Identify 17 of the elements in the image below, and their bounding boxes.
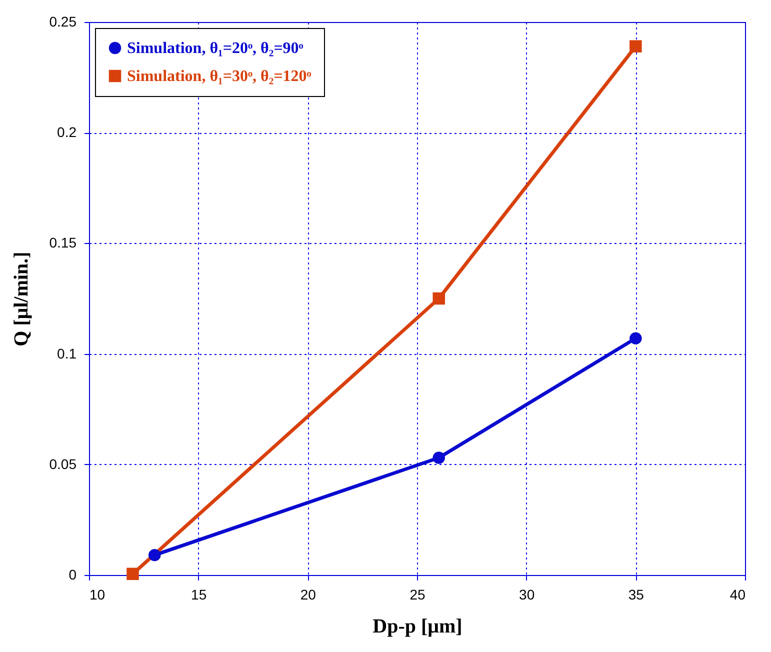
y-tick-label: 0.15 (49, 234, 77, 251)
y-tick-label: 0 (68, 566, 77, 582)
x-tick-label: 10 (90, 586, 106, 602)
y-tick-label: 0.25 (49, 14, 77, 30)
x-axis-title: Dp-p [μm] (372, 616, 462, 638)
y-tick-label: 0.1 (57, 345, 77, 362)
y-tick-label: 0.2 (57, 124, 77, 140)
x-tick-label: 25 (410, 586, 426, 602)
x-tick-label: 15 (191, 586, 207, 602)
y-axis-title: Q [μl/min.] (10, 252, 32, 346)
x-tick-label: 35 (628, 586, 644, 602)
legend-label: Simulation, θ₁=30ᵒ, θ₂=120ᵒ (127, 68, 312, 85)
x-tick-label: 20 (300, 586, 316, 602)
x-tick-label: 30 (519, 586, 535, 602)
x-tick-label: 40 (730, 586, 746, 602)
legend-label: Simulation, θ₁=20ᵒ, θ₂=90ᵒ (127, 40, 304, 57)
y-tick-label: 0.05 (49, 456, 77, 472)
